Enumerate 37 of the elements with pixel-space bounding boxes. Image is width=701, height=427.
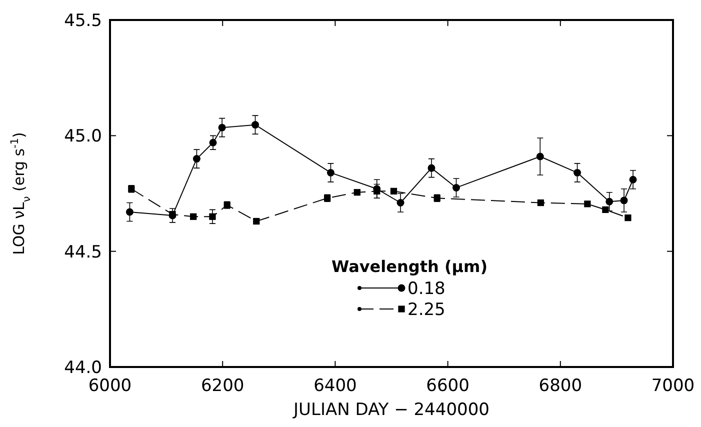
x-tick-label: 7000 bbox=[651, 376, 695, 396]
point bbox=[326, 168, 334, 176]
x-axis-title: JULIAN DAY − 2440000 bbox=[292, 400, 490, 420]
point bbox=[629, 176, 637, 184]
point bbox=[620, 196, 628, 204]
legend-label: 0.18 bbox=[408, 279, 446, 299]
x-tick-label: 6800 bbox=[538, 376, 582, 396]
point bbox=[574, 168, 582, 176]
point bbox=[428, 164, 436, 172]
y-tick-label: 44.5 bbox=[64, 242, 102, 262]
point bbox=[602, 206, 609, 214]
point bbox=[190, 213, 197, 220]
point bbox=[354, 189, 360, 196]
point bbox=[192, 155, 200, 163]
x-tick-label: 6600 bbox=[426, 376, 470, 396]
x-tick-label: 6000 bbox=[88, 376, 132, 396]
legend-label: 2.25 bbox=[408, 300, 446, 320]
y-tick-label: 45.0 bbox=[64, 126, 102, 147]
point bbox=[624, 214, 632, 222]
point bbox=[536, 152, 544, 160]
point bbox=[584, 200, 591, 208]
point bbox=[209, 138, 217, 146]
legend-title: Wavelength (μm) bbox=[332, 257, 488, 276]
point bbox=[452, 184, 460, 192]
y-tick-label: 44.0 bbox=[64, 358, 102, 378]
point bbox=[606, 198, 614, 206]
point bbox=[126, 208, 134, 216]
point bbox=[537, 199, 544, 206]
point bbox=[390, 188, 398, 195]
x-tick-label: 6200 bbox=[200, 376, 244, 396]
point bbox=[396, 199, 404, 206]
point bbox=[218, 124, 226, 132]
y-tick-label: 45.5 bbox=[64, 11, 102, 31]
point bbox=[209, 213, 216, 220]
point bbox=[253, 218, 260, 225]
x-tick-label: 6400 bbox=[314, 376, 357, 396]
point bbox=[252, 121, 259, 129]
